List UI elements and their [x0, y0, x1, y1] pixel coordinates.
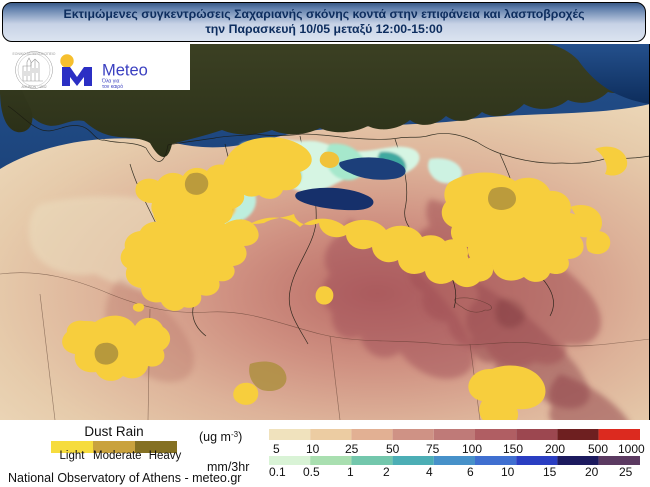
- svg-text:ΑΘΗΝΩΝ · 1842: ΑΘΗΝΩΝ · 1842: [21, 85, 46, 89]
- svg-text:Meteo: Meteo: [102, 62, 148, 80]
- svg-text:EONIKO ΑΣΤΕΡΟΣΚΟΠΕΙΟ: EONIKO ΑΣΤΕΡΟΣΚΟΠΕΙΟ: [13, 52, 56, 56]
- svg-text:τον καιρό: τον καιρό: [102, 83, 123, 90]
